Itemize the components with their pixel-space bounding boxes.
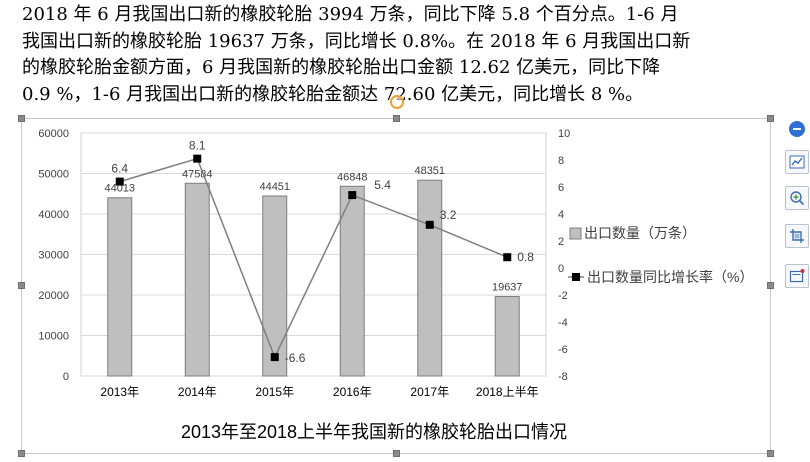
- combo-chart: 0 10000 20000 30000 40000 50000 60000 -8 -6 -4 -2…: [38, 128, 753, 442]
- legend-label-bars: 出口数量（万条）: [584, 225, 696, 241]
- legend-marker-line: [572, 273, 580, 281]
- paragraph-line: 0.9 %，1-6 月我国出口新的橡胶轮胎金额达 72.60 亿美元，同比增长 …: [22, 83, 644, 105]
- bar: [417, 179, 443, 377]
- x-axis: 2013年 2014年 2015年 2016年 2017年 2018上半年: [100, 385, 538, 399]
- bar: [107, 197, 133, 377]
- layout-options-icon: [789, 269, 805, 283]
- x-axis-tick-label: 2013年: [100, 385, 139, 399]
- left-axis-tick-label: 40000: [38, 209, 69, 221]
- paragraph-line: 的橡胶轮胎金额方面，6 月我国新的橡胶轮胎出口金额 12.62 亿美元，同比下降: [22, 57, 661, 79]
- right-axis-tick-label: 6: [558, 182, 564, 194]
- chart-side-toolbar: [782, 118, 810, 298]
- line-data-label: 0.8: [517, 250, 534, 264]
- line-point: [270, 353, 279, 362]
- chart-object[interactable]: 0 10000 20000 30000 40000 50000 60000 -8 -6 -4 -2…: [21, 118, 771, 454]
- resize-handle-middle-right[interactable]: [767, 282, 774, 289]
- right-axis-tick-label: -6: [558, 344, 568, 356]
- x-axis-tick-label: 2018上半年: [476, 385, 539, 399]
- line-point: [193, 154, 202, 163]
- layout-options-button[interactable]: [785, 264, 809, 288]
- line-data-label: 8.1: [189, 139, 206, 153]
- right-axis-tick-label: 0: [558, 263, 564, 275]
- x-axis-tick-label: 2017年: [410, 385, 449, 399]
- legend-label-line: 出口数量同比增长率（%）: [587, 269, 753, 285]
- bar: [494, 295, 520, 377]
- line-point: [115, 177, 124, 186]
- chart-elements-button[interactable]: [785, 150, 809, 174]
- left-axis: 0 10000 20000 30000 40000 50000 60000: [38, 128, 69, 383]
- left-axis-tick-label: 60000: [38, 128, 69, 140]
- paragraph-line: 2018 年 6 月我国出口新的橡胶轮胎 3994 万条，同比下降 5.8 个百…: [22, 4, 679, 25]
- rotate-handle[interactable]: [390, 95, 404, 109]
- right-axis: -8 -6 -4 -2 0 2 4 6 8 10: [558, 128, 570, 383]
- bar-data-label: 44451: [259, 181, 290, 193]
- resize-handle-bottom-left[interactable]: [18, 450, 25, 457]
- bar-data-label: 47584: [182, 168, 213, 180]
- bar-series: 44013 47584 44451 46848 48351 19637: [104, 165, 523, 377]
- x-axis-tick-label: 2015年: [255, 385, 294, 399]
- collapse-toolbar-button[interactable]: [789, 121, 805, 137]
- gridlines: [80, 132, 547, 377]
- x-axis-tick-label: 2014年: [178, 385, 217, 399]
- line-data-label: 3.2: [440, 208, 457, 222]
- right-axis-tick-label: 10: [558, 128, 570, 140]
- paragraph-line: 我国出口新的橡胶轮胎 19637 万条，同比增长 0.8%。在 2018 年 6…: [22, 30, 691, 52]
- right-axis-tick-label: -4: [558, 317, 568, 329]
- legend-swatch-bars: [569, 227, 582, 240]
- bar: [262, 195, 288, 377]
- chart-legend: 出口数量（万条） 出口数量同比增长率（%）: [568, 225, 753, 285]
- chart-elements-icon: [789, 155, 805, 169]
- right-axis-tick-label: 2: [558, 236, 564, 248]
- bar-data-label: 48351: [414, 165, 445, 177]
- bar-data-label: 19637: [492, 281, 523, 293]
- line-series: 6.4 8.1 -6.6 5.4 3.2 0.8: [111, 139, 534, 365]
- left-axis-tick-label: 30000: [38, 250, 69, 262]
- chart-filter-button[interactable]: [785, 186, 809, 210]
- left-axis-tick-label: 20000: [38, 290, 69, 302]
- resize-handle-top-middle[interactable]: [393, 115, 400, 122]
- bar: [184, 182, 210, 377]
- line-point: [425, 220, 434, 229]
- left-axis-tick-label: 10000: [38, 331, 69, 343]
- magnifier-plus-icon: [790, 191, 805, 206]
- crop-icon: [790, 229, 804, 243]
- resize-handle-top-left[interactable]: [18, 115, 25, 122]
- resize-handle-top-right[interactable]: [767, 115, 774, 122]
- right-axis-tick-label: 8: [558, 155, 564, 167]
- series-line: [119, 157, 508, 359]
- right-axis-tick-label: -8: [558, 371, 568, 383]
- line-data-label: 5.4: [374, 178, 391, 192]
- resize-handle-bottom-middle[interactable]: [393, 450, 400, 457]
- line-data-label: 6.4: [111, 162, 128, 176]
- left-axis-tick-label: 50000: [38, 169, 69, 181]
- bar-data-label: 46848: [337, 171, 368, 183]
- line-point: [503, 253, 512, 262]
- chart-title: 2013年至2018上半年我国新的橡胶轮胎出口情况: [181, 422, 567, 442]
- left-axis-tick-label: 0: [63, 371, 69, 383]
- x-axis-tick-label: 2016年: [333, 385, 372, 399]
- resize-handle-bottom-right[interactable]: [767, 450, 774, 457]
- right-axis-tick-label: -2: [558, 290, 568, 302]
- right-axis-tick-label: 4: [558, 209, 564, 221]
- bar: [339, 185, 365, 377]
- line-point: [348, 191, 357, 200]
- line-data-label: -6.6: [285, 351, 306, 365]
- crop-button[interactable]: [785, 224, 809, 248]
- document-paragraph: 2018 年 6 月我国出口新的橡胶轮胎 3994 万条，同比下降 5.8 个百…: [22, 2, 782, 108]
- resize-handle-middle-left[interactable]: [18, 282, 25, 289]
- bar-data-label: 44013: [104, 183, 135, 195]
